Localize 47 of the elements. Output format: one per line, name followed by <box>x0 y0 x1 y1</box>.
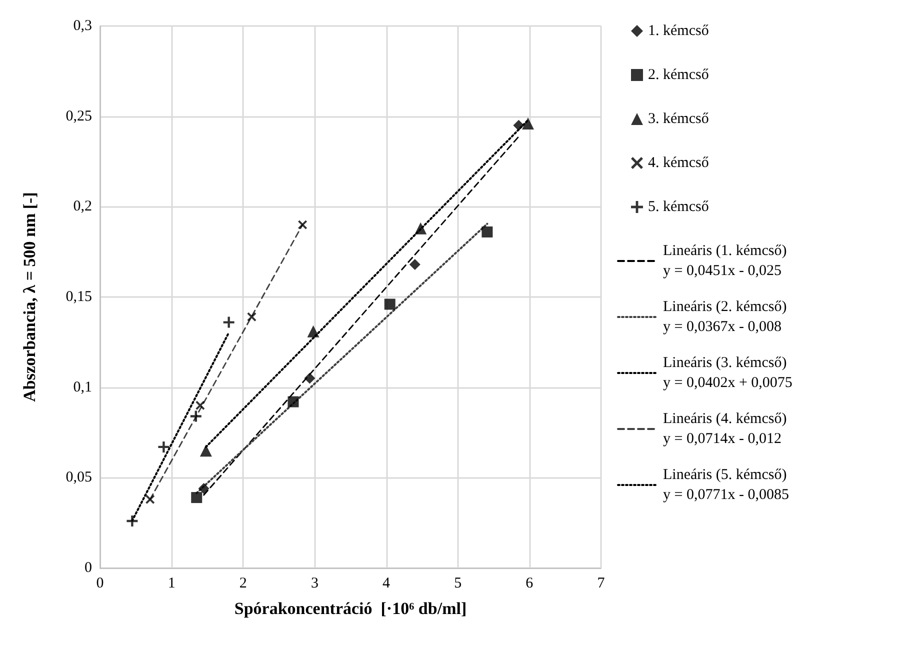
x-axis-title: Spórakoncentráció [·10⁶ db/ml] <box>234 599 467 618</box>
y-tick-label: 0,25 <box>66 108 92 124</box>
point <box>522 118 534 130</box>
point <box>304 372 316 384</box>
point <box>200 444 212 457</box>
legend-label: 2. kémcső <box>648 67 709 83</box>
point <box>146 494 155 504</box>
y-tick-label: 0,3 <box>73 18 92 34</box>
x-tick-label: 7 <box>597 576 606 592</box>
point <box>190 410 202 422</box>
legend-label: Lineáris (5. kémcső) y = 0,0771x - 0,0085 <box>663 467 789 503</box>
legend-label: 5. kémcső <box>648 199 709 215</box>
x-tick-label: 4 <box>382 576 391 592</box>
point <box>414 222 427 234</box>
point <box>158 441 170 452</box>
point <box>298 220 308 230</box>
point <box>384 298 396 310</box>
point <box>288 396 299 408</box>
point <box>126 516 138 527</box>
x-tick-label: 3 <box>310 576 318 592</box>
y-axis-title: Abszorbancia, λ = 500 nm [-] <box>20 192 39 402</box>
point <box>307 325 320 338</box>
point <box>409 258 420 270</box>
point <box>191 492 202 504</box>
legend-label: 4. kémcső <box>648 155 709 171</box>
x-tick-label: 0 <box>96 576 104 592</box>
point <box>196 400 205 410</box>
point <box>513 120 524 131</box>
point <box>198 483 210 494</box>
legend-label: Lineáris (1. kémcső) y = 0,0451x - 0,025 <box>663 243 787 279</box>
x-tick-label: 5 <box>454 576 462 592</box>
point <box>223 316 234 328</box>
x-tick-label: 1 <box>168 576 176 592</box>
y-tick-label: 0,15 <box>66 289 92 305</box>
y-tick-label: 0,05 <box>66 470 92 486</box>
x-tick-label: 2 <box>239 576 247 592</box>
legend-label: 3. kémcső <box>648 111 709 127</box>
point <box>482 226 493 238</box>
y-tick-label: 0 <box>84 560 92 576</box>
y-tick-label: 0,1 <box>73 379 92 396</box>
point <box>247 312 256 322</box>
legend-label: Lineáris (3. kémcső) y = 0,0402x + 0,0075 <box>663 355 792 391</box>
legend-label: 1. kémcső <box>648 23 709 39</box>
legend-label: Lineáris (4. kémcső) y = 0,0714x - 0,012 <box>663 411 787 447</box>
legend-label: Lineáris (2. kémcső) y = 0,0367x - 0,008 <box>663 299 787 335</box>
y-tick-label: 0,2 <box>73 198 92 215</box>
x-tick-label: 6 <box>526 576 534 592</box>
